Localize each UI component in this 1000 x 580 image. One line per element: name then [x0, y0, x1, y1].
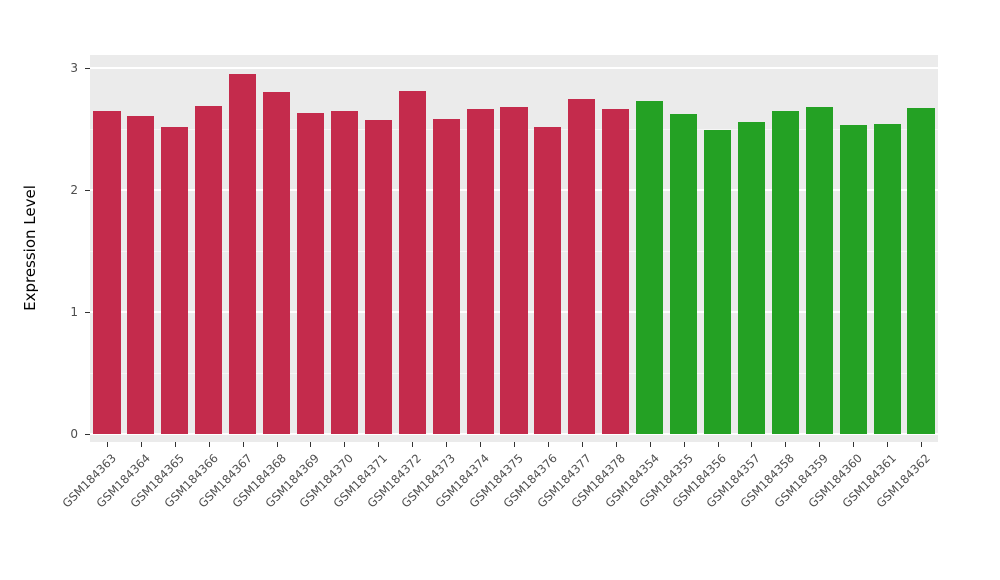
x-tick-mark	[785, 442, 787, 447]
bar-GSM184354	[636, 100, 664, 434]
x-tick-mark	[615, 442, 617, 447]
bar-GSM184377	[568, 98, 596, 434]
bar-GSM184365	[161, 126, 189, 434]
bar-GSM184363	[93, 110, 121, 434]
x-tick-mark	[174, 442, 176, 447]
x-tick-mark	[717, 442, 719, 447]
x-tick-mark	[921, 442, 923, 447]
x-tick-mark	[276, 442, 278, 447]
bar-GSM184366	[195, 105, 223, 434]
x-tick-mark	[853, 442, 855, 447]
x-tick-mark	[887, 442, 889, 447]
y-tick-mark	[85, 312, 90, 313]
y-tick-label: 0	[70, 427, 78, 441]
bar-GSM184376	[534, 126, 562, 434]
x-tick-mark	[514, 442, 515, 447]
bar-GSM184371	[364, 120, 392, 434]
y-tick-mark	[85, 434, 90, 435]
y-tick-label: 2	[70, 183, 78, 197]
bar-GSM184375	[500, 107, 528, 434]
x-tick-mark	[140, 442, 142, 447]
y-tick-mark	[85, 68, 90, 69]
bar-GSM184378	[602, 109, 630, 434]
bar-GSM184356	[703, 130, 732, 434]
x-tick-mark	[649, 442, 651, 447]
bar-GSM184364	[127, 115, 155, 434]
gridline-major	[90, 433, 938, 435]
bar-GSM184373	[432, 119, 460, 434]
x-tick-mark	[344, 442, 346, 447]
bar-GSM184362	[907, 108, 935, 434]
x-tick-mark	[581, 442, 583, 447]
x-tick-mark	[242, 442, 244, 447]
x-tick-mark	[751, 442, 753, 447]
bar-GSM184367	[229, 74, 257, 434]
y-axis-title: Expression Level	[21, 185, 39, 311]
plot-panel	[90, 55, 938, 442]
x-tick-mark	[378, 442, 380, 447]
bar-GSM184361	[873, 124, 901, 434]
bar-GSM184374	[466, 109, 494, 434]
x-tick-mark	[310, 442, 312, 447]
bar-GSM184358	[771, 110, 799, 434]
bar-GSM184369	[296, 113, 325, 434]
bar-GSM184355	[670, 114, 698, 434]
y-tick-mark	[85, 190, 90, 191]
bar-GSM184357	[737, 121, 765, 434]
bar-GSM184372	[398, 91, 426, 434]
bar-GSM184360	[839, 125, 867, 434]
x-tick-mark	[412, 442, 414, 447]
x-tick-mark	[446, 442, 448, 447]
x-tick-mark	[208, 442, 210, 447]
gridline-major	[90, 67, 938, 69]
x-tick-mark	[683, 442, 685, 447]
bar-GSM184368	[262, 92, 291, 434]
x-tick-mark	[106, 442, 108, 447]
x-tick-mark	[819, 442, 821, 447]
y-tick-label: 3	[70, 61, 78, 75]
bar-GSM184370	[330, 110, 358, 434]
y-tick-label: 1	[70, 305, 78, 319]
bar-GSM184359	[805, 107, 833, 434]
x-tick-mark	[547, 442, 549, 447]
x-tick-mark	[480, 442, 482, 447]
